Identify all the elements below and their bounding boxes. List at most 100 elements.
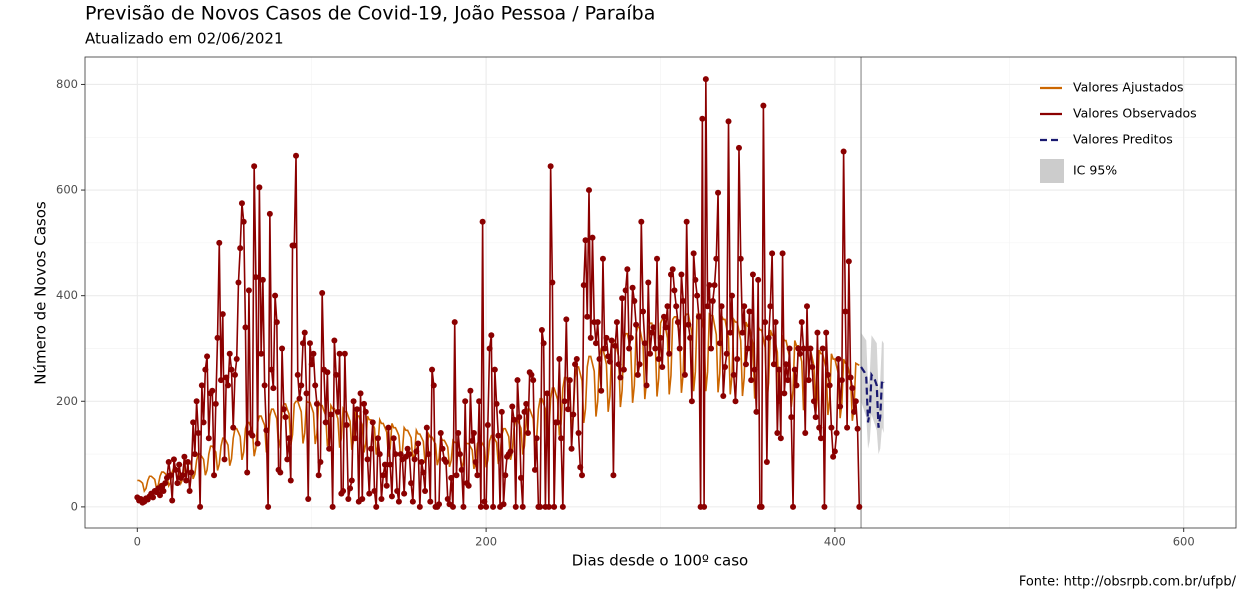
data-point <box>753 408 760 415</box>
data-point <box>204 353 211 360</box>
data-point <box>491 366 498 373</box>
data-point <box>683 218 690 225</box>
data-point <box>477 503 484 510</box>
data-point <box>231 371 238 378</box>
data-point <box>622 287 629 294</box>
data-point <box>582 237 589 244</box>
data-point <box>523 400 530 407</box>
data-point <box>587 334 594 341</box>
data-point <box>280 406 287 413</box>
data-point <box>287 477 294 484</box>
data-point <box>612 342 619 349</box>
data-point <box>634 371 641 378</box>
y-tick-label: 400 <box>56 288 78 302</box>
data-point <box>395 498 402 505</box>
data-point <box>259 276 266 283</box>
data-point <box>803 303 810 310</box>
data-point <box>162 480 169 487</box>
data-point <box>816 424 823 431</box>
data-point <box>716 340 723 347</box>
data-point <box>237 245 244 252</box>
data-point <box>568 445 575 452</box>
y-tick-label: 200 <box>56 394 78 408</box>
data-point <box>343 422 350 429</box>
data-point <box>357 390 364 397</box>
data-point <box>711 282 718 289</box>
data-point <box>502 472 509 479</box>
data-point <box>460 503 467 510</box>
data-point <box>678 271 685 278</box>
data-point <box>411 456 418 463</box>
data-point <box>476 398 483 405</box>
data-point <box>183 477 190 484</box>
data-point <box>230 424 237 431</box>
data-point <box>188 469 195 476</box>
data-point <box>814 329 821 336</box>
data-point <box>844 424 851 431</box>
data-point <box>216 239 223 246</box>
data-point <box>456 451 463 458</box>
data-point <box>319 290 326 297</box>
data-point <box>305 495 312 502</box>
data-point <box>640 308 647 315</box>
data-point <box>817 435 824 442</box>
data-point <box>233 356 240 363</box>
data-point <box>340 488 347 495</box>
data-point <box>772 319 779 326</box>
data-point <box>638 218 645 225</box>
data-point <box>238 200 245 207</box>
data-point <box>165 458 172 465</box>
data-point <box>572 361 579 368</box>
data-point <box>200 419 207 426</box>
data-point <box>596 356 603 363</box>
data-point <box>512 503 519 510</box>
data-point <box>601 345 608 352</box>
data-point <box>415 440 422 447</box>
plot-area <box>85 57 1236 528</box>
data-point <box>212 400 219 407</box>
data-point <box>368 445 375 452</box>
data-point <box>150 494 157 501</box>
data-point <box>594 319 601 326</box>
data-point <box>533 435 540 442</box>
data-point <box>413 448 420 455</box>
data-point <box>254 440 261 447</box>
data-point <box>702 76 709 83</box>
data-point <box>579 472 586 479</box>
data-point <box>650 324 657 331</box>
y-axis-label: Número de Novos Casos <box>32 201 50 385</box>
legend-label: Valores Preditos <box>1073 132 1173 147</box>
data-point <box>455 429 462 436</box>
data-point <box>425 451 432 458</box>
data-point <box>160 488 167 495</box>
data-point <box>585 187 592 194</box>
data-point <box>694 292 701 299</box>
data-point <box>442 458 449 465</box>
data-point <box>741 303 748 310</box>
data-point <box>263 427 270 434</box>
data-point <box>732 398 739 405</box>
data-point <box>610 472 617 479</box>
data-point <box>341 350 348 357</box>
data-point <box>240 218 247 225</box>
data-point <box>660 313 667 320</box>
data-point <box>793 382 800 389</box>
data-point <box>317 458 324 465</box>
data-point <box>235 279 242 286</box>
data-point <box>514 377 521 384</box>
data-point <box>667 271 674 278</box>
data-point <box>748 377 755 384</box>
data-point <box>374 435 381 442</box>
data-point <box>176 461 183 468</box>
data-point <box>226 350 233 357</box>
data-point <box>479 218 486 225</box>
data-point <box>156 492 163 499</box>
data-point <box>190 419 197 426</box>
data-point <box>277 469 284 476</box>
data-point <box>352 435 359 442</box>
data-point <box>225 382 232 389</box>
data-point <box>394 488 401 495</box>
data-point <box>807 345 814 352</box>
data-point <box>228 366 235 373</box>
x-tick-label: 200 <box>475 535 497 549</box>
